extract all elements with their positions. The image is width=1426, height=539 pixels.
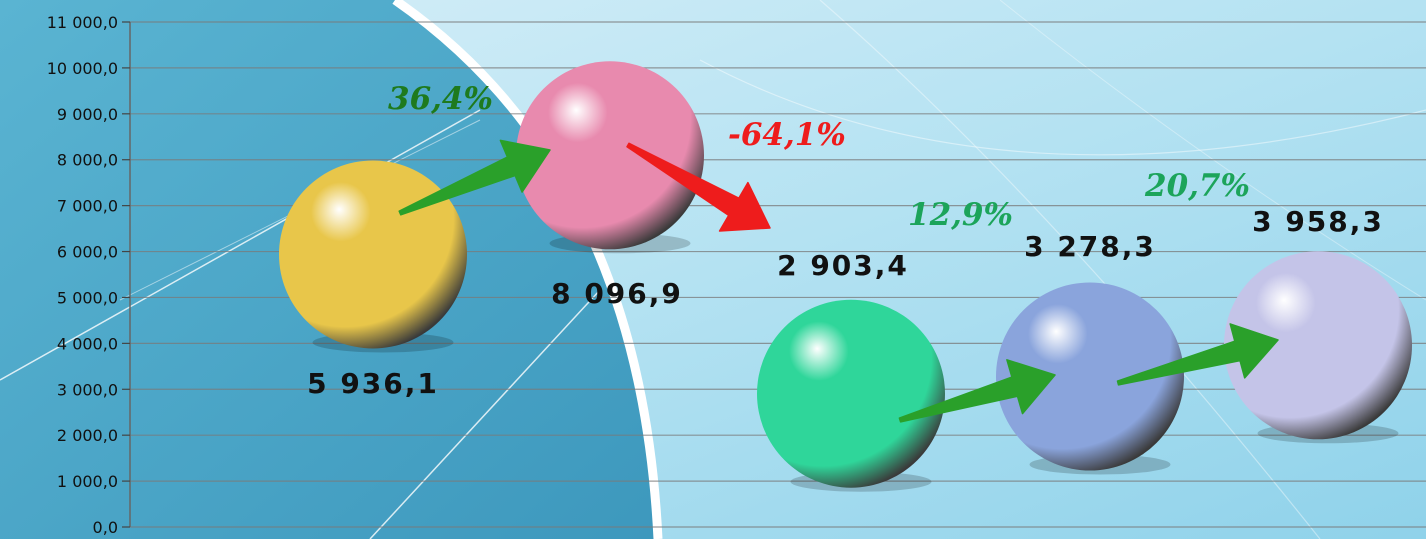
change-percent-label: 20,7% [1144, 168, 1250, 204]
value-label: 2 903,4 [777, 249, 909, 282]
y-tick-label: 5 000,0 [57, 288, 118, 307]
gridlines [130, 21, 1426, 528]
change-arrows [398, 139, 1279, 423]
y-tick-label: 11 000,0 [47, 13, 118, 32]
y-tick-label: 8 000,0 [57, 151, 118, 170]
y-axis: 0,0 1 000,0 2 000,0 3 000,0 4 000,0 5 000,0 6 … [47, 13, 131, 537]
change-percent-label: -64,1% [728, 117, 846, 153]
data-point-ball [279, 160, 467, 349]
value-label: 3 278,3 [1024, 230, 1156, 263]
data-point-ball [1224, 251, 1412, 440]
arrow-up-icon [1116, 323, 1279, 386]
data-point-ball [516, 61, 704, 250]
data-point-ball [757, 299, 945, 488]
y-tick-label: 0,0 [93, 518, 118, 537]
y-tick-label: 2 000,0 [57, 426, 118, 445]
value-label: 8 096,9 [551, 277, 683, 310]
y-tick-label: 6 000,0 [57, 243, 118, 262]
y-tick-label: 9 000,0 [57, 105, 118, 124]
data-point-ball [996, 282, 1184, 471]
value-label: 3 958,3 [1252, 205, 1384, 238]
arrow-down-icon [626, 142, 771, 232]
change-percent-label: 12,9% [908, 197, 1013, 233]
y-tick-label: 10 000,0 [47, 59, 118, 78]
y-tick-label: 1 000,0 [57, 472, 118, 491]
y-tick-label: 3 000,0 [57, 380, 118, 399]
change-percent-label: 36,4% [388, 81, 493, 117]
y-tick-label: 7 000,0 [57, 197, 118, 216]
arrow-up-icon [398, 139, 551, 216]
value-labels: 5 936,1 8 096,9 2 903,4 3 278,3 3 958,3 36,4%… [307, 81, 1384, 400]
y-tick-label: 4 000,0 [57, 334, 118, 353]
value-label: 5 936,1 [307, 367, 439, 400]
arrow-up-icon [898, 359, 1056, 423]
